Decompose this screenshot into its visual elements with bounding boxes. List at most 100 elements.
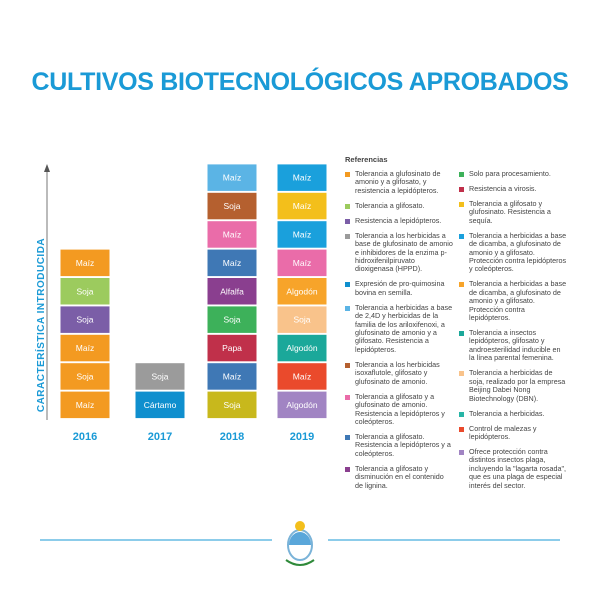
crop-label: Cártamo (144, 400, 177, 410)
crop-label: Maíz (223, 173, 241, 183)
crop-label: Maíz (76, 343, 94, 353)
legend-text: Tolerancia a glifosato. (355, 200, 425, 210)
crop-label: Alfalfa (220, 286, 244, 296)
crop-block (277, 192, 327, 220)
crop-block (60, 306, 110, 333)
legend-item: Tolerancia a los herbicidas isoxaflutole… (345, 359, 453, 386)
crop-label: Algodón (286, 286, 317, 296)
crop-block (207, 306, 257, 333)
legend-item: Tolerancia a los herbicidas a base de gl… (345, 231, 453, 274)
crop-label: Soja (223, 315, 240, 325)
crop-block (207, 363, 257, 390)
crop-label: Maíz (76, 258, 94, 268)
crop-block (277, 391, 327, 419)
crop-block (277, 334, 327, 362)
legend-text: Tolerancia a glufosinato de amonio y a g… (355, 169, 441, 195)
legend-swatch (345, 362, 350, 368)
crop-label: Soja (76, 315, 93, 325)
crop-block (207, 249, 257, 277)
legend-swatch (459, 187, 464, 192)
legend-item: Tolerancia a glifosato. Resistencia a le… (345, 431, 453, 458)
crop-label: Soja (76, 371, 93, 381)
legend-swatch (345, 282, 350, 288)
year-label: 2016 (73, 431, 97, 443)
crop-block (277, 249, 327, 277)
legend-text: Resistencia a lepidópteros. (355, 215, 442, 225)
crop-block (277, 363, 327, 390)
crop-label: Algodón (286, 343, 317, 353)
legend-text: Control de malezas y lepidópteros. (469, 423, 537, 441)
legend-swatch (459, 202, 464, 207)
crop-block (207, 334, 257, 362)
crop-block (60, 391, 110, 419)
legend-text: Tolerancia a insectos lepidópteros, glif… (469, 328, 561, 363)
legend-swatch (345, 434, 350, 440)
crop-label: Maíz (293, 173, 311, 183)
legend-text: Tolerancia a herbicidas a base de 2,4D y… (355, 302, 453, 354)
legend-swatch (459, 331, 464, 337)
legend-swatch (345, 394, 350, 400)
legend-swatch (345, 172, 350, 177)
legend-item: Tolerancia a herbicidas a base de 2,4D y… (345, 302, 453, 354)
legend-swatch (459, 172, 464, 177)
crop-block (277, 278, 327, 305)
legend-item: Resistencia a virosis. (459, 184, 567, 193)
emblem (285, 521, 315, 566)
legend-item: Solo para procesamiento. (459, 169, 567, 178)
legend-item: Tolerancia a glufosinato de amonio y a g… (345, 169, 453, 195)
legend-text: Ofrece protección contra distintos insec… (469, 446, 567, 490)
legend-swatch (459, 282, 464, 288)
crop-label: Soja (293, 315, 310, 325)
legend-item: Expresión de pro-quimosina bovina en sem… (345, 280, 453, 297)
legend-text: Tolerancia a glifosato y disminución en … (355, 463, 444, 490)
legend-text: Tolerancia a herbicidas de soja, realiza… (469, 368, 566, 403)
crop-label: Soja (223, 400, 240, 410)
crop-label: Maíz (76, 400, 94, 410)
legend-swatch (459, 233, 464, 239)
crop-label: Papa (222, 343, 242, 353)
crop-label: Maíz (293, 258, 311, 268)
legend-item: Tolerancia a herbicidas a base de dicamb… (459, 280, 567, 322)
crop-block (60, 249, 110, 277)
legend-swatch (459, 449, 464, 455)
legend-swatch (345, 218, 350, 224)
legend-text: Tolerancia a los herbicidas isoxaflutole… (355, 359, 440, 386)
crop-label: Maíz (293, 229, 311, 239)
crop-label: Soja (223, 201, 240, 211)
crop-block (60, 334, 110, 362)
legend-swatch (459, 426, 464, 432)
legend-swatch (345, 233, 350, 239)
crop-label: Maíz (223, 229, 241, 239)
legend-text: Tolerancia a herbicidas a base de dicamb… (469, 230, 567, 274)
legend-text: Tolerancia a glifosato y glufosinato. Re… (469, 199, 551, 225)
legend-item: Resistencia a lepidópteros. (345, 215, 453, 225)
crop-block (207, 192, 257, 220)
crop-label: Soja (76, 286, 93, 296)
year-label: 2019 (290, 431, 314, 443)
crop-block (277, 306, 327, 333)
axis-arrow (44, 164, 50, 172)
legend-column: Tolerancia a glufosinato de amonio y a g… (345, 169, 453, 497)
legend-item: Tolerancia a insectos lepidópteros, glif… (459, 328, 567, 363)
crop-label: Maíz (293, 201, 311, 211)
legend-swatch (345, 466, 350, 472)
crop-label: Algodón (286, 400, 317, 410)
legend-item: Tolerancia a herbicidas de soja, realiza… (459, 369, 567, 403)
crop-block (277, 164, 327, 191)
legend-text: Expresión de pro-quimosina bovina en sem… (355, 279, 445, 297)
crop-block (207, 164, 257, 191)
legend-swatch (345, 305, 350, 311)
crop-label: Maíz (223, 258, 241, 268)
crop-block (135, 363, 185, 390)
legend-item: Tolerancia a herbicidas. (459, 409, 567, 418)
title: CULTIVOS BIOTECNOLÓGICOS APROBADOS (31, 68, 569, 96)
legend-column: Solo para procesamiento. Resistencia a vi… (459, 169, 567, 497)
legend-swatch (459, 371, 464, 377)
legend-text: Tolerancia a glifosato. Resistencia a le… (355, 431, 451, 458)
axis-label: CARACTERÍSTICA INTRODUCIDA (34, 238, 47, 412)
legend-item: Control de malezas y lepidópteros. (459, 423, 567, 442)
crop-block (207, 278, 257, 305)
legend-item: Tolerancia a glifosato y glufosinato. Re… (459, 199, 567, 225)
